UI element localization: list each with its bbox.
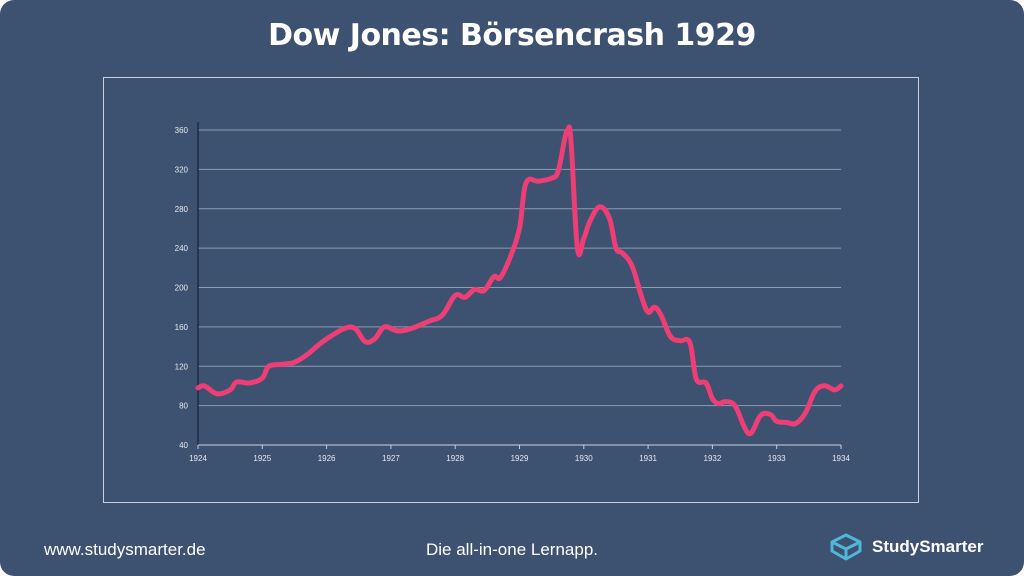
x-tick-label: 1928 [446, 454, 464, 463]
x-tick-label: 1924 [189, 454, 207, 463]
page-title: Dow Jones: Börsencrash 1929 [268, 18, 756, 53]
x-tick-label: 1926 [318, 454, 336, 463]
cube-logo-icon [830, 533, 862, 561]
y-tick-label: 360 [175, 126, 189, 135]
brand-logo[interactable]: StudySmarter [828, 532, 983, 562]
y-tick-label: 320 [175, 165, 189, 174]
x-tick-labels: 1924 1925 1926 1927 1928 1929 1930 1931 1932 1933… [189, 445, 850, 463]
series [195, 124, 844, 437]
y-tick-label: 80 [179, 402, 188, 411]
chart-frame [103, 77, 919, 503]
x-tick-label: 1927 [382, 454, 400, 463]
x-tick-label: 1929 [511, 454, 529, 463]
axes [197, 122, 841, 446]
tagline: Die all-in-one Lernapp. [426, 540, 598, 559]
grid-lines [198, 129, 841, 446]
dow-jones-line [195, 124, 844, 437]
y-tick-labels: 40 80 120 160 200 240 280 320 360 [175, 126, 189, 450]
x-tick-label: 1934 [832, 454, 850, 463]
x-tick-label: 1931 [639, 454, 657, 463]
website-link[interactable]: www.studysmarter.de [44, 540, 206, 559]
y-tick-label: 120 [175, 362, 189, 371]
y-tick-label: 160 [175, 323, 189, 332]
y-tick-label: 240 [175, 244, 189, 253]
x-tick-label: 1930 [575, 454, 593, 463]
tagline-wrapper: Die all-in-one Lernapp. [0, 540, 1024, 560]
y-tick-label: 280 [175, 205, 189, 214]
y-tick-label: 200 [175, 284, 189, 293]
x-tick-label: 1932 [704, 454, 722, 463]
y-tick-label: 40 [179, 441, 188, 450]
x-tick-label: 1925 [253, 454, 271, 463]
brand-name: StudySmarter [872, 537, 984, 556]
x-tick-label: 1933 [768, 454, 786, 463]
